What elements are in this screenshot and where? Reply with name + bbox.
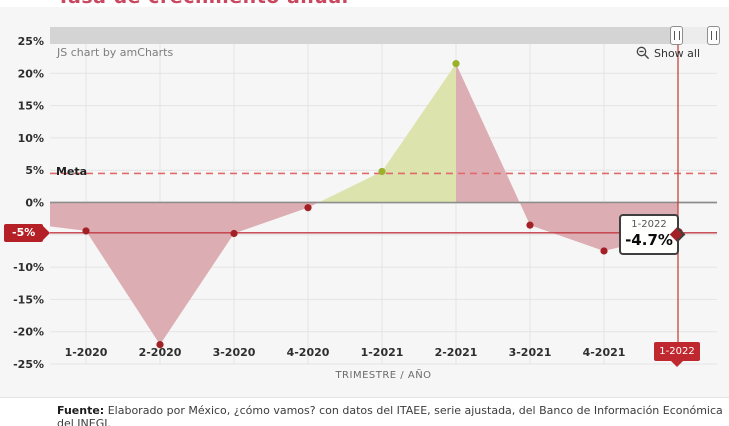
tooltip: 1-2022 -4.7% [619, 214, 686, 255]
scrollbar-left-handle[interactable] [670, 26, 683, 45]
area-negative [456, 63, 678, 251]
source-text: Fuente: Elaborado por México, ¿cómo vamo… [57, 404, 729, 426]
y-axis-label: 0% [25, 197, 44, 210]
y-axis-label: 20% [18, 67, 44, 80]
source-body: Elaborado por México, ¿cómo vamos? con d… [57, 404, 723, 426]
tooltip-value: -4.7% [625, 231, 673, 249]
x-axis-label: 3-2020 [213, 346, 256, 359]
data-point[interactable] [156, 341, 164, 349]
y-axis-label: -25% [13, 358, 44, 371]
y-axis-label: 10% [18, 132, 44, 145]
show-all-label: Show all [654, 46, 701, 60]
grip-icon [710, 31, 717, 40]
y-axis-label: 15% [18, 100, 44, 113]
source-footer: Fuente: Elaborado por México, ¿cómo vamo… [0, 397, 729, 426]
scrollbar-track[interactable] [50, 27, 717, 44]
data-point[interactable] [600, 247, 608, 255]
amcharts-watermark: JS chart by amCharts [57, 46, 174, 59]
x-axis-label: 4-2021 [583, 346, 626, 359]
x-axis-label: 1-2021 [361, 346, 404, 359]
x-axis-label: 3-2021 [509, 346, 552, 359]
y-axis-label: 5% [25, 164, 44, 177]
y-axis-label: -20% [13, 326, 44, 339]
meta-target-label: Meta [56, 165, 88, 178]
grip-icon [673, 31, 680, 40]
data-point[interactable] [526, 221, 534, 229]
y-axis-label: -10% [13, 261, 44, 274]
x-axis-label: 2-2021 [435, 346, 478, 359]
data-point[interactable] [230, 229, 238, 238]
x-axis-title: TRIMESTRE / AÑO [335, 370, 432, 381]
data-point[interactable] [82, 227, 90, 235]
value-axis-badge: -5% [4, 224, 51, 242]
data-point[interactable] [378, 167, 386, 176]
scrollbar-selected-range[interactable] [50, 27, 671, 44]
x-axis-label: 1-2020 [65, 346, 108, 359]
x-axis-label: 2-2020 [139, 346, 182, 359]
data-point[interactable] [452, 60, 460, 68]
show-all-button[interactable]: Show all [636, 46, 700, 60]
y-axis-label: -15% [13, 293, 44, 306]
tooltip-category: 1-2022 [631, 219, 667, 230]
scrollbar-right-handle[interactable] [707, 26, 720, 45]
source-prefix: Fuente: [57, 404, 105, 417]
page-title: Tasa de crecimiento anual [57, 0, 477, 7]
y-axis-label: 25% [18, 35, 44, 48]
zoom-out-icon [636, 46, 650, 60]
page-title-text: Tasa de crecimiento anual [57, 0, 477, 7]
area-positive [318, 63, 456, 203]
cursor-category-badge: 1-2022 [654, 342, 700, 367]
area-negative [50, 202, 319, 345]
x-axis-label: 4-2020 [287, 346, 330, 359]
data-point[interactable] [304, 204, 312, 212]
